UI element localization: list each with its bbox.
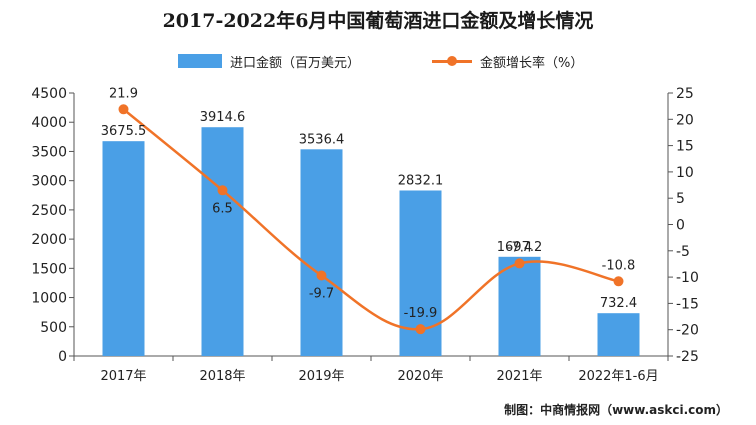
y-left-tick-label: 4500 <box>31 86 67 102</box>
x-tick-label: 2022年1-6月 <box>578 369 658 384</box>
y-right-tick-label: 10 <box>676 165 694 181</box>
bar <box>201 127 244 356</box>
line-value-label: -19.9 <box>404 306 438 321</box>
x-tick-label: 2021年 <box>496 369 542 384</box>
legend-item-line[interactable]: 金额增长率（%） <box>432 50 583 72</box>
y-left-tick-label: 1000 <box>31 291 67 307</box>
y-right-tick-label: -15 <box>676 296 699 312</box>
y-left-tick-label: 1500 <box>31 261 67 277</box>
line-point <box>415 324 426 335</box>
legend-line-swatch <box>432 54 472 68</box>
line-point <box>118 104 129 115</box>
bar <box>102 141 145 356</box>
line-value-label: -9.7 <box>309 287 334 302</box>
x-tick-label: 2019年 <box>298 369 344 384</box>
y-right-tick-label: -20 <box>676 323 699 339</box>
y-right-tick-label: 5 <box>676 191 685 207</box>
legend-item-bar[interactable]: 进口金额（百万美元） <box>178 50 360 72</box>
bar-value-label: 3675.5 <box>101 124 147 139</box>
legend-line-label: 金额增长率（%） <box>480 55 584 71</box>
y-right-tick-label: -5 <box>676 244 690 260</box>
y-left-tick-label: 0 <box>58 349 67 365</box>
line-value-label: 21.9 <box>109 86 138 101</box>
bar <box>300 149 343 356</box>
bar-value-label: 3536.4 <box>299 132 345 147</box>
y-right-tick-label: -10 <box>676 270 699 286</box>
line-point <box>217 185 228 196</box>
source-note: 制图：中商情报网（www.askci.com） <box>504 403 728 417</box>
y-left-tick-label: 2000 <box>31 232 67 248</box>
x-tick-label: 2020年 <box>397 369 443 384</box>
line-value-label: -7.4 <box>507 240 532 255</box>
line-value-label: 6.5 <box>212 201 233 216</box>
x-tick-label: 2017年 <box>100 369 146 384</box>
growth-line <box>122 108 619 331</box>
y-left-tick-label: 3000 <box>31 174 67 190</box>
line-point <box>316 270 327 281</box>
y-left-tick-label: 4000 <box>31 115 67 131</box>
bar-value-label: 3914.6 <box>200 110 246 125</box>
y-left-tick-label: 500 <box>40 320 67 336</box>
y-right-tick-label: 20 <box>676 112 694 128</box>
bar <box>498 256 541 356</box>
line-point <box>613 276 624 287</box>
bar-value-label: 2832.1 <box>398 173 444 188</box>
y-right-tick-label: -25 <box>676 349 699 365</box>
y-left-tick-label: 3500 <box>31 144 67 160</box>
y-right-tick-label: 15 <box>676 139 694 155</box>
chart-title: 2017-2022年6月中国葡萄酒进口金额及增长情况 <box>162 10 594 32</box>
x-tick-label: 2018年 <box>199 369 245 384</box>
legend: 进口金额（百万美元） 金额增长率（%） <box>0 50 756 72</box>
bar <box>597 313 640 356</box>
y-right-tick-label: 25 <box>676 86 694 102</box>
legend-bar-label: 进口金额（百万美元） <box>230 55 361 71</box>
legend-bar-swatch <box>178 54 222 68</box>
line-value-label: -10.8 <box>602 258 636 273</box>
line-point <box>514 258 525 269</box>
y-left-tick-label: 2500 <box>31 203 67 219</box>
y-right-tick-label: 0 <box>676 218 685 234</box>
bar-value-label: 1697.2 <box>497 240 543 255</box>
bar-value-label: 732.4 <box>600 296 637 311</box>
